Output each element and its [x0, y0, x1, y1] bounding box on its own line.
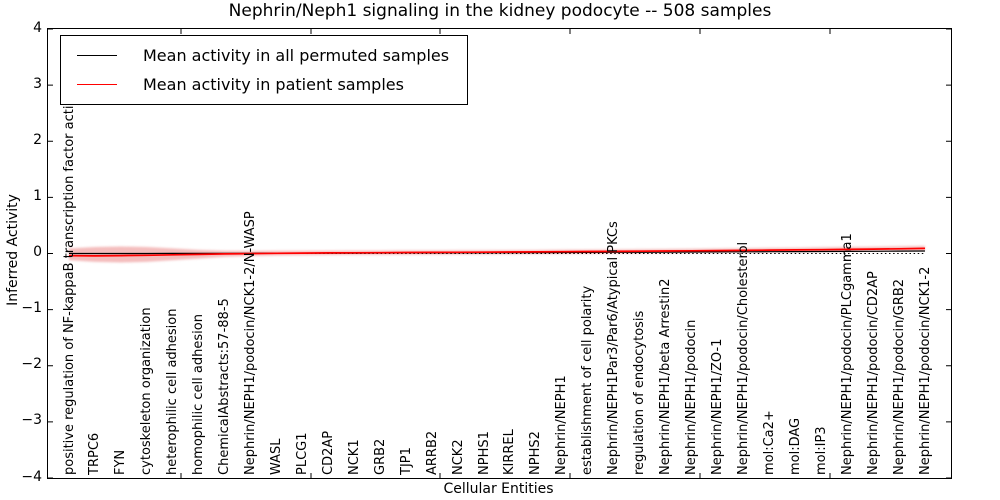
category-label: TJP1 — [398, 447, 414, 475]
category-label: cytoskeleton organization — [139, 307, 155, 475]
category-label: mol:Ca2+ — [761, 410, 777, 475]
category-label: KIRREL — [502, 429, 518, 475]
category-label: TRPC6 — [87, 432, 103, 475]
category-label: Nephrin/NEPH1/podocin/PLCgamma1 — [839, 233, 855, 475]
y-tick-label: 3 — [33, 75, 42, 92]
legend: Mean activity in all permuted samples Me… — [60, 35, 469, 105]
legend-item-patient: Mean activity in patient samples — [77, 70, 449, 99]
category-label: Nephrin/NEPH1/beta Arrestin2 — [658, 278, 674, 476]
y-tick-label: −3 — [21, 412, 42, 429]
chart-canvas — [48, 29, 951, 478]
chart-title: Nephrin/Neph1 signaling in the kidney po… — [228, 1, 772, 21]
category-label: regulation of endocytosis — [632, 310, 648, 475]
y-tick-label: −1 — [21, 300, 42, 317]
y-tick-label: 4 — [33, 19, 42, 36]
legend-label: Mean activity in patient samples — [143, 75, 404, 94]
category-label: GRB2 — [372, 438, 388, 475]
category-label: Nephrin/NEPH1/podocin/GRB2 — [891, 278, 907, 475]
x-axis-label: Cellular Entities — [443, 481, 554, 497]
category-label: ChemicalAbstracts:57-88-5 — [217, 298, 233, 475]
category-label: Nephrin/NEPH1/podocin/Cholesterol — [735, 241, 751, 475]
y-tick-label: −2 — [21, 356, 42, 373]
patient-mean-line — [68, 247, 926, 257]
category-label: ARRB2 — [424, 430, 440, 475]
y-tick-label: 2 — [33, 131, 42, 148]
category-label: NPHS1 — [476, 431, 492, 475]
legend-item-permuted: Mean activity in all permuted samples — [77, 41, 449, 70]
category-label: positive regulation of NF-kappaB transcr… — [61, 81, 77, 475]
category-label: NCK1 — [346, 439, 362, 475]
black-line-swatch-icon — [77, 55, 117, 56]
category-label: NCK2 — [450, 439, 466, 475]
category-label: Nephrin/NEPH1/podocin/NCK1-2/N-WASP — [243, 211, 259, 475]
category-label: FYN — [113, 449, 129, 475]
category-label: homophilic cell adhesion — [191, 314, 207, 475]
category-label: PLCG1 — [294, 432, 310, 475]
category-label: Nephrin/NEPH1/podocin/NCK1-2 — [917, 266, 933, 475]
category-label: Nephrin/NEPH1 — [554, 375, 570, 475]
category-label: WASL — [269, 438, 284, 475]
category-label: heterophilic cell adhesion — [165, 308, 181, 476]
y-tick-label: 0 — [33, 244, 42, 260]
category-label: Nephrin/NEPH1Par3/Par6/Atypical PKCs — [606, 221, 622, 475]
category-label: CD2AP — [320, 430, 336, 475]
plot-area: positive regulation of NF-kappaB transcr… — [47, 28, 952, 479]
category-label: Nephrin/NEPH1/podocin/CD2AP — [865, 271, 881, 475]
category-label: mol:DAG — [787, 417, 803, 475]
category-label: NPHS2 — [528, 431, 544, 475]
category-label: mol:IP3 — [813, 426, 829, 475]
category-label: Nephrin/NEPH1/ZO-1 — [709, 338, 725, 475]
y-tick-label: −4 — [21, 468, 42, 485]
y-tick-label: 1 — [33, 187, 42, 204]
red-line-swatch-icon — [77, 84, 117, 85]
legend-label: Mean activity in all permuted samples — [143, 46, 450, 65]
category-label: Nephrin/NEPH1/podocin — [684, 319, 700, 475]
category-label: establishment of cell polarity — [580, 285, 596, 475]
